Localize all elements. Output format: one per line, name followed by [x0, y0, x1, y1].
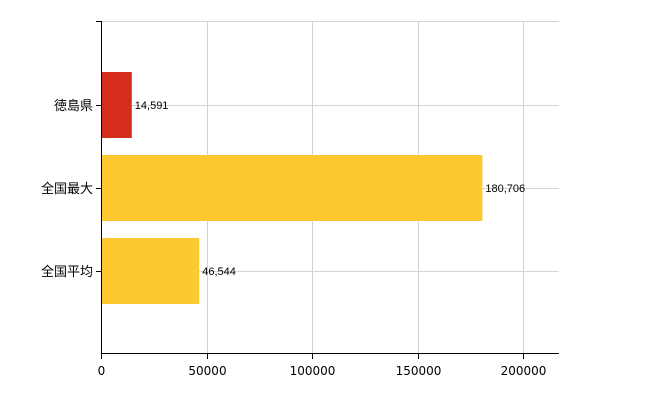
x-tick-label: 150000	[396, 364, 442, 378]
data-label: 180,706	[485, 183, 525, 195]
data-label: 46,544	[202, 266, 236, 278]
category-label: 全国最大	[41, 181, 93, 197]
axes	[96, 21, 559, 359]
x-tick-label: 200000	[501, 364, 547, 378]
category-label: 全国平均	[41, 264, 93, 280]
x-tick-label: 50000	[188, 364, 226, 378]
x-tick-label: 100000	[290, 364, 336, 378]
data-label: 14,591	[135, 100, 169, 112]
x-tick-label: 0	[98, 364, 106, 378]
bar-3	[102, 238, 200, 304]
bar-1	[102, 72, 132, 138]
bar-2	[102, 155, 483, 221]
category-label: 徳島県	[54, 99, 93, 114]
bars	[102, 72, 483, 304]
